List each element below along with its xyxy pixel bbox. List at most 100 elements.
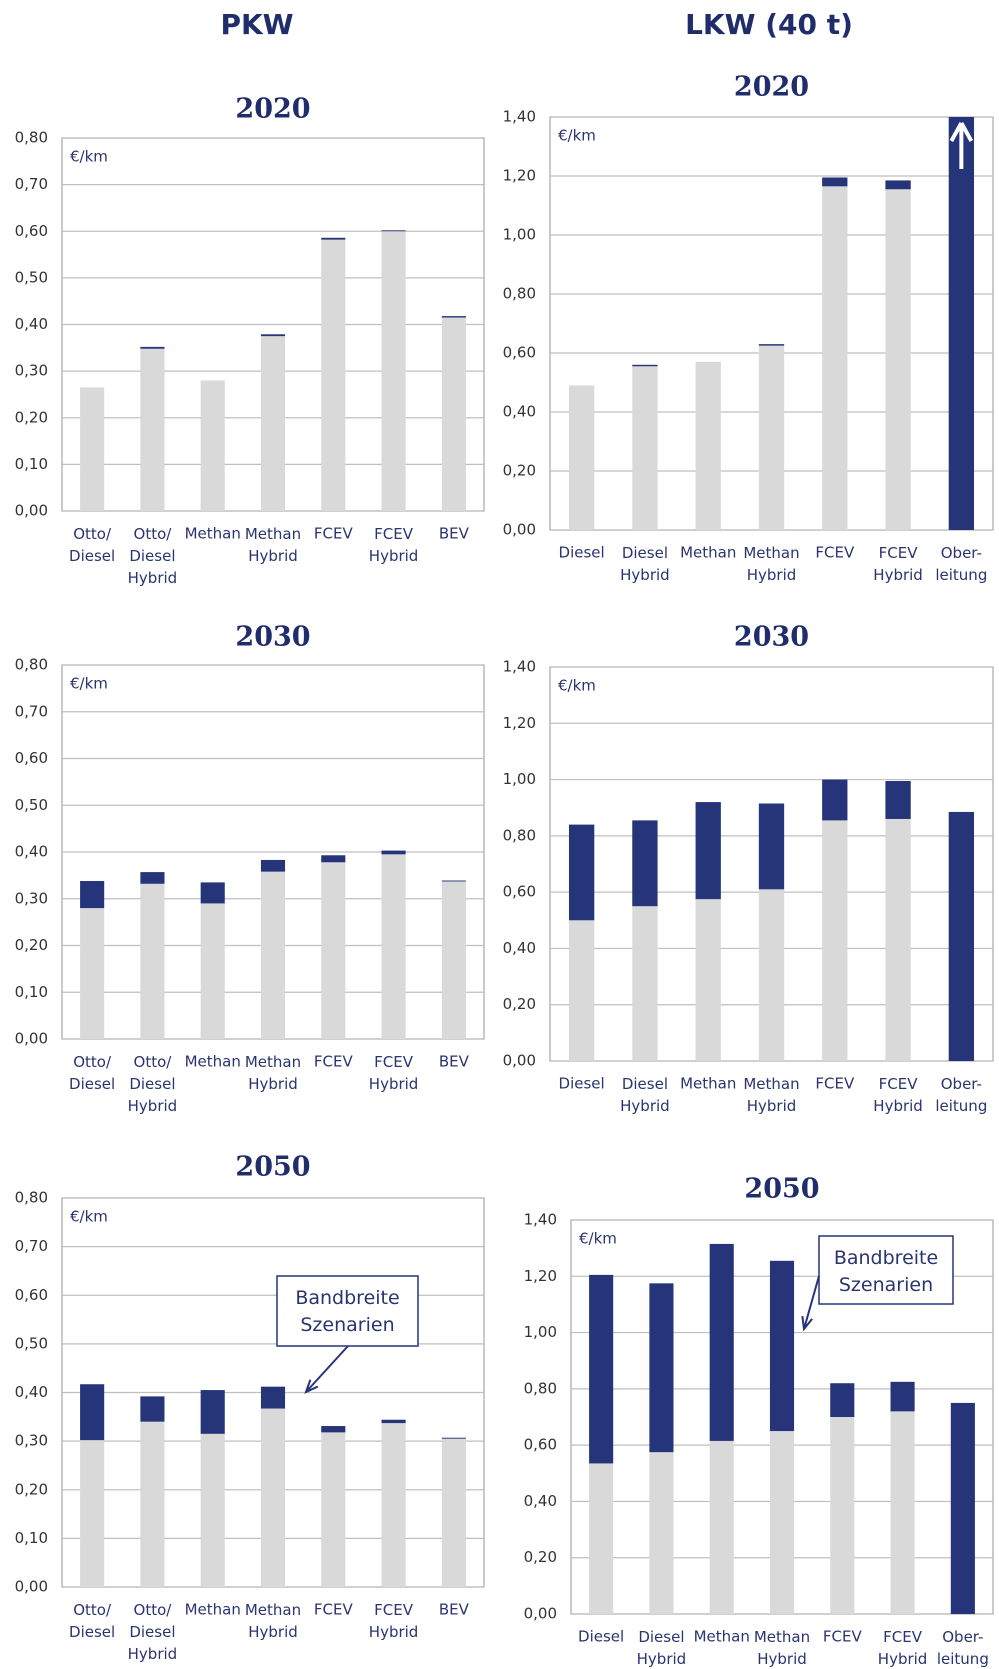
bar-segment	[200, 380, 225, 511]
x-tick-label: Methan Hybrid	[743, 544, 799, 584]
x-tick-label: FCEV	[823, 1628, 863, 1646]
x-tick-label: Methan	[185, 525, 241, 543]
bar-segment	[200, 1390, 225, 1434]
y-tick-label: 0,40	[15, 1383, 48, 1401]
y-tick-label: 0,70	[15, 1237, 48, 1255]
bar-segment	[321, 1432, 346, 1587]
bar-segment	[381, 1423, 406, 1587]
y-tick-label: 0,40	[524, 1492, 557, 1510]
x-tick-label: Otto/Diesel Hybrid	[128, 525, 178, 587]
x-tick-label: Diesel Hybrid	[620, 1075, 670, 1115]
bar-segment	[200, 1433, 225, 1587]
bar-segment	[822, 186, 848, 530]
bar-segment	[885, 189, 911, 530]
y-axis-unit: €/km	[70, 1208, 108, 1226]
y-tick-label: 0,00	[503, 521, 536, 539]
y-tick-label: 0,30	[15, 889, 48, 907]
x-tick-label: Methan	[185, 1601, 241, 1619]
bar-segment	[321, 239, 346, 511]
bar-segment	[885, 818, 911, 1061]
y-tick-label: 0,10	[15, 455, 48, 473]
bar-segment	[649, 1452, 674, 1614]
x-tick-label: Methan Hybrid	[245, 525, 301, 565]
y-tick-label: 0,20	[15, 1480, 48, 1498]
bar-segment	[80, 387, 105, 511]
y-axis-unit: €/km	[70, 675, 108, 693]
x-tick-label: FCEV	[314, 525, 354, 543]
bar-segment	[441, 1437, 466, 1439]
bar-segment	[441, 316, 466, 318]
bar-segment	[441, 881, 466, 1039]
bar-segment	[885, 180, 911, 190]
y-tick-label: 0,50	[15, 268, 48, 286]
bar-segment	[381, 850, 406, 855]
x-tick-label: Diesel	[559, 544, 605, 562]
y-axis-unit: €/km	[70, 148, 108, 166]
bar-segment	[260, 1408, 286, 1587]
bar-segment	[381, 854, 406, 1039]
y-tick-label: 0,20	[15, 936, 48, 954]
x-tick-label: FCEV Hybrid	[369, 525, 419, 565]
bar-segment	[568, 824, 595, 921]
x-tick-label: FCEV	[815, 1075, 855, 1093]
bar-segment	[321, 1426, 346, 1433]
chart-title: 2030	[734, 622, 809, 653]
bar-segment	[758, 344, 785, 346]
y-axis-unit: €/km	[579, 1230, 617, 1248]
y-tick-label: 1,20	[503, 714, 536, 732]
bar-segment	[381, 231, 406, 511]
bar-segment	[769, 1431, 795, 1614]
bar-segment	[632, 906, 658, 1061]
bar-segment	[632, 820, 658, 907]
bar-segment	[140, 883, 165, 1039]
bar-segment	[140, 346, 165, 349]
y-tick-label: 0,20	[15, 408, 48, 426]
chart-title: 2020	[235, 94, 310, 125]
bar-segment	[200, 903, 225, 1039]
x-tick-label: FCEV Hybrid	[369, 1601, 419, 1641]
bar-segment	[80, 908, 105, 1039]
x-tick-label: FCEV Hybrid	[369, 1053, 419, 1093]
y-tick-label: 0,60	[503, 883, 536, 901]
bar-segment	[568, 920, 595, 1061]
x-tick-label: BEV	[439, 1601, 470, 1619]
overflow-arrow	[949, 122, 974, 169]
y-tick-label: 0,60	[15, 1286, 48, 1304]
y-tick-label: 0,60	[503, 344, 536, 362]
x-tick-label: Ober-leitung	[937, 1628, 989, 1668]
y-tick-label: 0,00	[15, 1578, 48, 1596]
y-tick-label: 0,10	[15, 1529, 48, 1547]
bar-segment	[140, 1396, 165, 1422]
x-tick-label: Methan	[680, 1075, 736, 1093]
y-axis-unit: €/km	[558, 127, 596, 145]
y-tick-label: 0,00	[524, 1605, 557, 1623]
bar-segment	[758, 889, 785, 1061]
y-tick-label: 0,40	[15, 315, 48, 333]
y-tick-label: 1,00	[524, 1323, 557, 1341]
bar-segment	[441, 1438, 466, 1587]
bar-segment	[140, 1421, 165, 1587]
y-tick-label: 0,20	[503, 995, 536, 1013]
x-tick-label: Methan Hybrid	[245, 1053, 301, 1093]
bar-segment	[890, 1411, 915, 1614]
y-tick-label: 0,80	[15, 1189, 48, 1207]
bar-segment	[381, 230, 406, 232]
chart-title: 2050	[744, 1174, 819, 1205]
bar-segment	[695, 802, 721, 900]
bar-segment	[758, 803, 785, 890]
column-header: LKW (40 t)	[685, 8, 853, 41]
y-tick-label: 0,60	[15, 222, 48, 240]
bar-segment	[830, 1417, 855, 1614]
bar-segment	[695, 899, 721, 1061]
bar-segment	[589, 1274, 614, 1464]
y-tick-label: 1,00	[503, 226, 536, 244]
bar-segment	[830, 1383, 855, 1417]
bar-segment	[260, 859, 286, 872]
y-tick-label: 0,00	[15, 502, 48, 520]
annotation-box	[276, 1275, 419, 1347]
x-tick-label: Ober-leitung	[935, 544, 987, 584]
x-tick-label: Otto/Diesel Hybrid	[128, 1601, 178, 1663]
bar-segment	[441, 317, 466, 511]
bar-segment	[890, 1381, 915, 1412]
y-tick-label: 0,80	[503, 826, 536, 844]
